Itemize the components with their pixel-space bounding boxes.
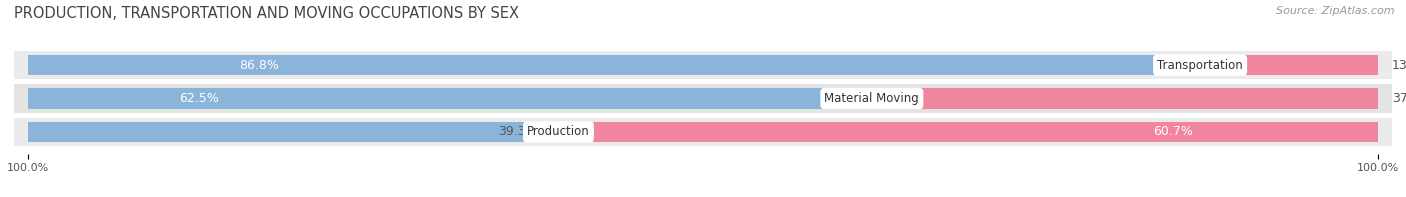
Bar (558, 122, 1378, 142)
Text: Material Moving: Material Moving (824, 92, 920, 105)
Text: 13.2%: 13.2% (1392, 59, 1406, 72)
Text: 39.3%: 39.3% (499, 125, 538, 138)
Text: PRODUCTION, TRANSPORTATION AND MOVING OCCUPATIONS BY SEX: PRODUCTION, TRANSPORTATION AND MOVING OC… (14, 6, 519, 21)
Text: Source: ZipAtlas.com: Source: ZipAtlas.com (1277, 6, 1395, 16)
Text: 86.8%: 86.8% (239, 59, 278, 72)
Bar (0, 84, 1406, 113)
Bar (28, 122, 558, 142)
Text: 37.5%: 37.5% (1392, 92, 1406, 105)
Text: Transportation: Transportation (1157, 59, 1243, 72)
Bar (872, 88, 1378, 109)
Text: Production: Production (527, 125, 591, 138)
Bar (1201, 55, 1378, 75)
Bar (28, 55, 1201, 75)
Bar (0, 51, 1406, 79)
Bar (28, 88, 872, 109)
Text: 62.5%: 62.5% (180, 92, 219, 105)
Text: 60.7%: 60.7% (1153, 125, 1194, 138)
Bar (0, 118, 1406, 146)
